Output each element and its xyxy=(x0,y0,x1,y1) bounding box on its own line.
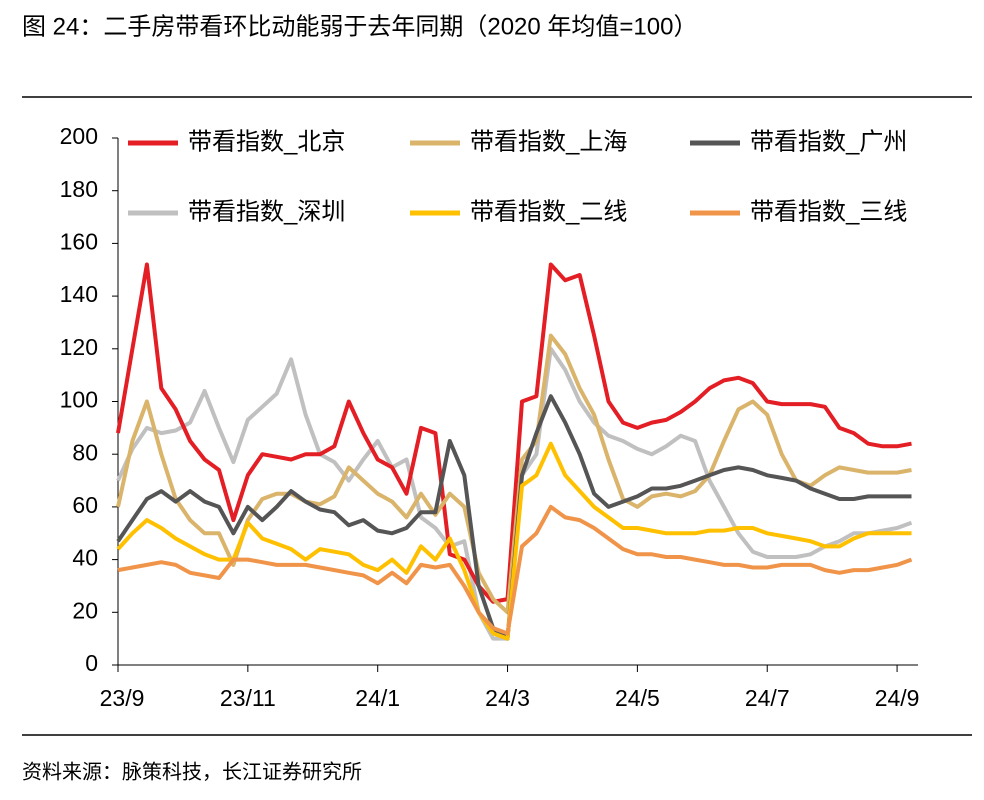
legend-label: 带看指数_二线 xyxy=(470,198,627,225)
y-tick-label: 20 xyxy=(72,597,98,623)
y-tick-label: 40 xyxy=(72,545,98,571)
y-tick-label: 60 xyxy=(72,492,98,518)
series-line xyxy=(116,441,912,641)
y-tick-label: 100 xyxy=(60,387,98,413)
source: 资料来源：脉策科技，长江证券研究所 xyxy=(22,760,362,783)
x-tick-label: 24/5 xyxy=(615,685,660,711)
legend-label: 带看指数_广州 xyxy=(750,128,907,155)
series-line xyxy=(116,262,912,604)
x-tick-label: 24/9 xyxy=(875,685,920,711)
x-tick-label: 24/1 xyxy=(355,685,400,711)
y-tick-label: 180 xyxy=(60,176,98,202)
x-tick-label: 23/9 xyxy=(100,685,145,711)
legend-label: 带看指数_深圳 xyxy=(188,198,345,225)
y-tick-label: 0 xyxy=(85,650,98,676)
x-tick-label: 24/7 xyxy=(745,685,790,711)
y-tick-label: 200 xyxy=(60,123,98,149)
legend-label: 带看指数_上海 xyxy=(470,128,627,155)
y-tick-label: 80 xyxy=(72,439,98,465)
y-tick-label: 160 xyxy=(60,228,98,254)
x-tick-label: 24/3 xyxy=(485,685,530,711)
y-tick-label: 120 xyxy=(60,334,98,360)
legend-label: 带看指数_三线 xyxy=(750,198,907,225)
series-line xyxy=(117,504,913,636)
legend-label: 带看指数_北京 xyxy=(188,128,345,155)
y-tick-label: 140 xyxy=(60,281,98,307)
chart-title: 图 24：二手房带看环比动能弱于去年同期（2020 年均值=100） xyxy=(22,13,697,40)
x-tick-label: 23/11 xyxy=(220,685,276,711)
